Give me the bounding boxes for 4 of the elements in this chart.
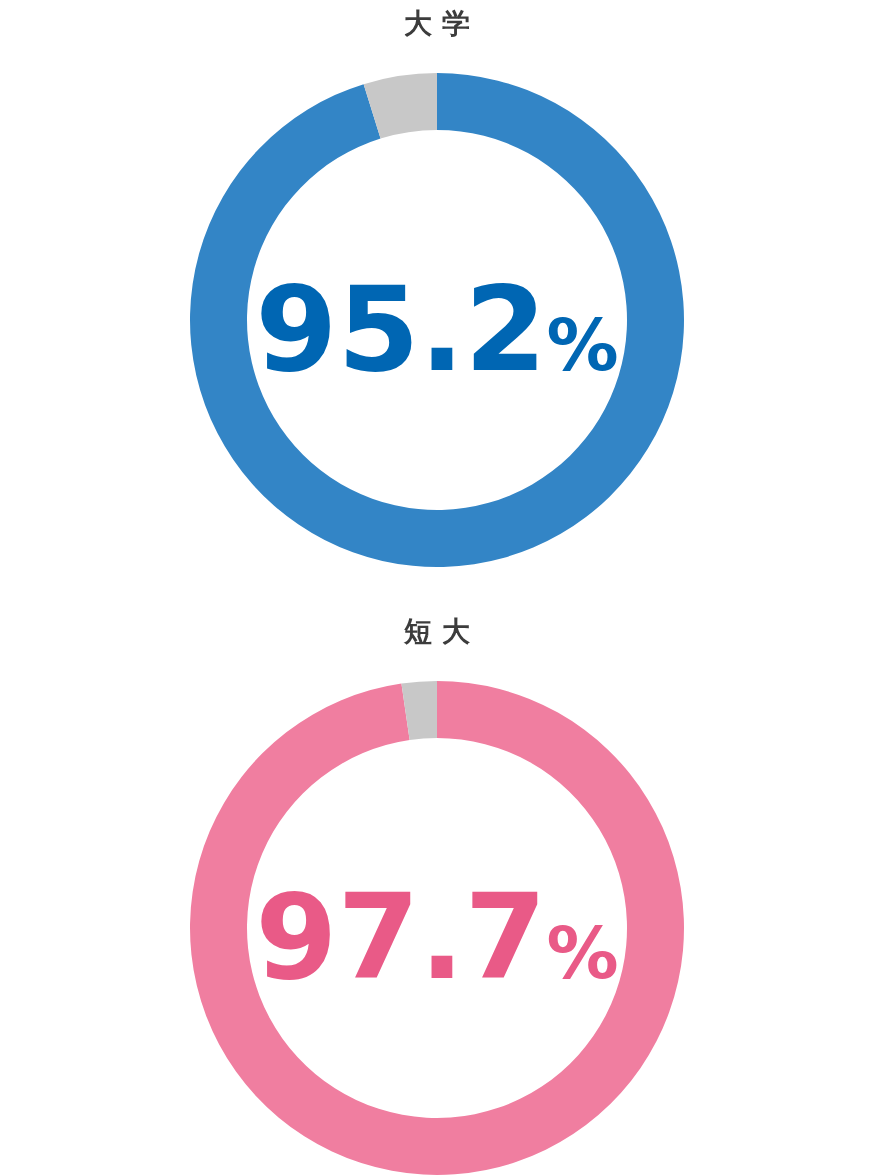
chart-title: 大 学	[404, 7, 470, 40]
chart-title: 短 大	[403, 615, 471, 648]
data-label: 95.2%	[255, 260, 619, 398]
data-label: 97.7%	[255, 868, 619, 1006]
